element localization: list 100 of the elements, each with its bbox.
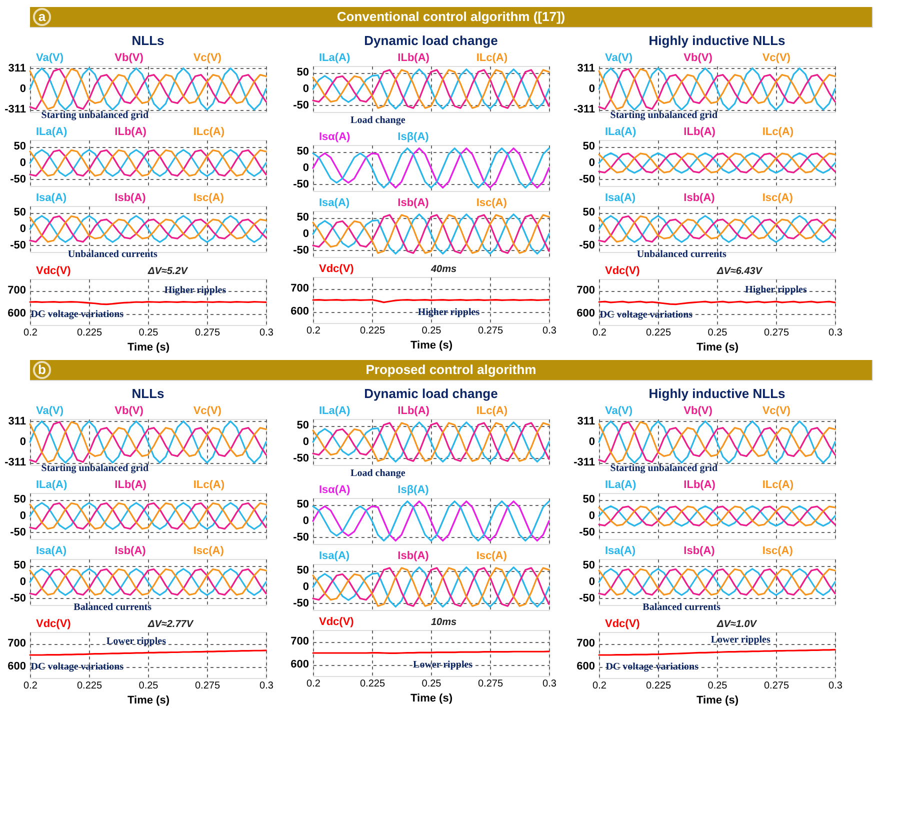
line-series — [29, 215, 267, 243]
y-tick-label: -50 — [10, 239, 26, 252]
text: Vdc(V) — [36, 618, 72, 630]
y-tick-label: -50 — [10, 526, 26, 538]
y-tick-label: 0 — [20, 436, 26, 448]
series-label: Isa(A) — [605, 545, 636, 557]
text: 10ms — [431, 617, 458, 628]
annotation: DC voltage variations — [606, 661, 699, 672]
text: Vdc(V) — [36, 265, 72, 277]
x-tick-label: 0.275 — [194, 680, 220, 692]
y-tick-label: 50 — [296, 212, 309, 224]
y-tick-label: 50 — [296, 498, 309, 511]
y-tick-label: 50 — [296, 66, 309, 79]
y-tick-label: -50 — [293, 244, 309, 256]
annotation: Starting unbalanced grid — [610, 463, 718, 474]
series-label: Va(V) — [36, 52, 64, 64]
text: 40ms — [430, 264, 458, 275]
y-tick-label: -50 — [579, 239, 595, 252]
annotation: Lower ripples — [106, 636, 166, 647]
series-label: Isc(A) — [762, 545, 794, 557]
series-label: Isα(A) — [319, 484, 351, 496]
y-tick-label: 311 — [577, 62, 595, 74]
series-label: Vc(V) — [193, 52, 222, 64]
series-label: Vb(V) — [114, 405, 144, 417]
y-tick-label: 50 — [582, 494, 595, 506]
series-label: Isa(A) — [36, 545, 67, 557]
y-tick-label: 0 — [302, 581, 309, 593]
series-label: ILc(A) — [193, 126, 225, 138]
chart-title: NLLs — [132, 33, 164, 48]
y-tick-label: 0 — [302, 228, 309, 240]
series-label: Isb(A) — [684, 545, 716, 557]
chart-title: NLLs — [132, 386, 164, 401]
series-label: Vb(V) — [684, 52, 713, 64]
y-tick-label: 50 — [14, 140, 26, 153]
series-label: Va(V) — [36, 405, 64, 417]
y-tick-label: 50 — [582, 206, 595, 219]
series-label: Isa(A) — [319, 550, 350, 562]
series-label: ILc(A) — [476, 52, 508, 64]
series-label: ILa(A) — [605, 126, 636, 138]
x-axis-title: Time (s) — [128, 694, 170, 706]
series-label: Isb(A) — [114, 192, 146, 204]
y-tick-label: -50 — [10, 592, 26, 604]
x-tick-label: 0.3 — [828, 328, 843, 338]
y-tick-label: 600 — [8, 308, 26, 320]
series-label: Isβ(A) — [398, 484, 430, 496]
x-tick-label: 0.2 — [24, 328, 38, 338]
series-label: ILb(A) — [114, 126, 147, 138]
annotation: Higher ripples — [164, 285, 226, 296]
series-label: Isa(A) — [605, 192, 636, 204]
annotation: Unbalanced currents — [68, 249, 158, 260]
annotation: Starting unbalanced grid — [610, 110, 718, 122]
series-label: ILa(A) — [36, 479, 68, 491]
series-label: Va(V) — [605, 52, 633, 64]
y-tick-label: 50 — [582, 560, 595, 572]
y-tick-label: 0 — [588, 436, 595, 448]
y-tick-label: -50 — [579, 592, 595, 604]
series-label: Isb(A) — [398, 550, 430, 562]
annotation: DC voltage variations — [600, 309, 693, 320]
series-label: Isa(A) — [319, 197, 350, 209]
chart-title: Highly inductive NLLs — [648, 33, 786, 48]
y-tick-label: -311 — [574, 456, 595, 469]
series-label: ILc(A) — [762, 479, 794, 491]
y-tick-label: -50 — [293, 531, 309, 544]
annotation: DC voltage variations — [30, 661, 124, 672]
x-tick-label: 0.275 — [194, 328, 220, 338]
x-axis-title: Time (s) — [128, 342, 170, 354]
series-label: Isc(A) — [762, 192, 794, 204]
annotation: Balanced currents — [642, 602, 721, 614]
annotation: Load change — [350, 468, 406, 480]
line-series — [29, 149, 267, 177]
x-tick-label: 0.3 — [542, 326, 557, 336]
y-tick-label: 311 — [8, 62, 26, 74]
y-tick-label: 50 — [14, 494, 26, 506]
x-tick-label: 0.3 — [260, 328, 274, 338]
series-label: Isc(A) — [193, 192, 224, 204]
x-tick-label: 0.225 — [360, 326, 386, 336]
series-label: Isb(A) — [398, 197, 430, 209]
x-tick-label: 0.3 — [828, 680, 843, 692]
y-tick-label: 700 — [8, 638, 26, 650]
x-tick-label: 0.275 — [478, 326, 504, 336]
series-label: Vc(V) — [193, 405, 222, 417]
series-label: ILa(A) — [605, 479, 636, 491]
y-tick-label: 50 — [14, 560, 26, 572]
series-label: ILb(A) — [114, 479, 147, 491]
y-tick-label: -311 — [4, 456, 26, 469]
series-label: Va(V) — [605, 405, 633, 417]
y-tick-label: -50 — [579, 526, 595, 538]
y-tick-label: 600 — [8, 660, 26, 672]
series-label: Vc(V) — [762, 405, 791, 417]
x-tick-label: 0.2 — [592, 328, 607, 338]
x-tick-label: 0.3 — [260, 680, 274, 692]
series-label: ILc(A) — [193, 479, 225, 491]
x-tick-label: 0.225 — [646, 680, 672, 692]
text: ΔV≈2.77V — [147, 619, 194, 630]
y-tick-label: 0 — [20, 510, 26, 522]
x-tick-label: 0.275 — [764, 328, 790, 338]
x-tick-label: 0.25 — [708, 328, 728, 338]
series-label: ILc(A) — [762, 126, 794, 138]
series-label: ILb(A) — [684, 126, 716, 138]
text: ΔV≈5.2V — [147, 266, 189, 277]
